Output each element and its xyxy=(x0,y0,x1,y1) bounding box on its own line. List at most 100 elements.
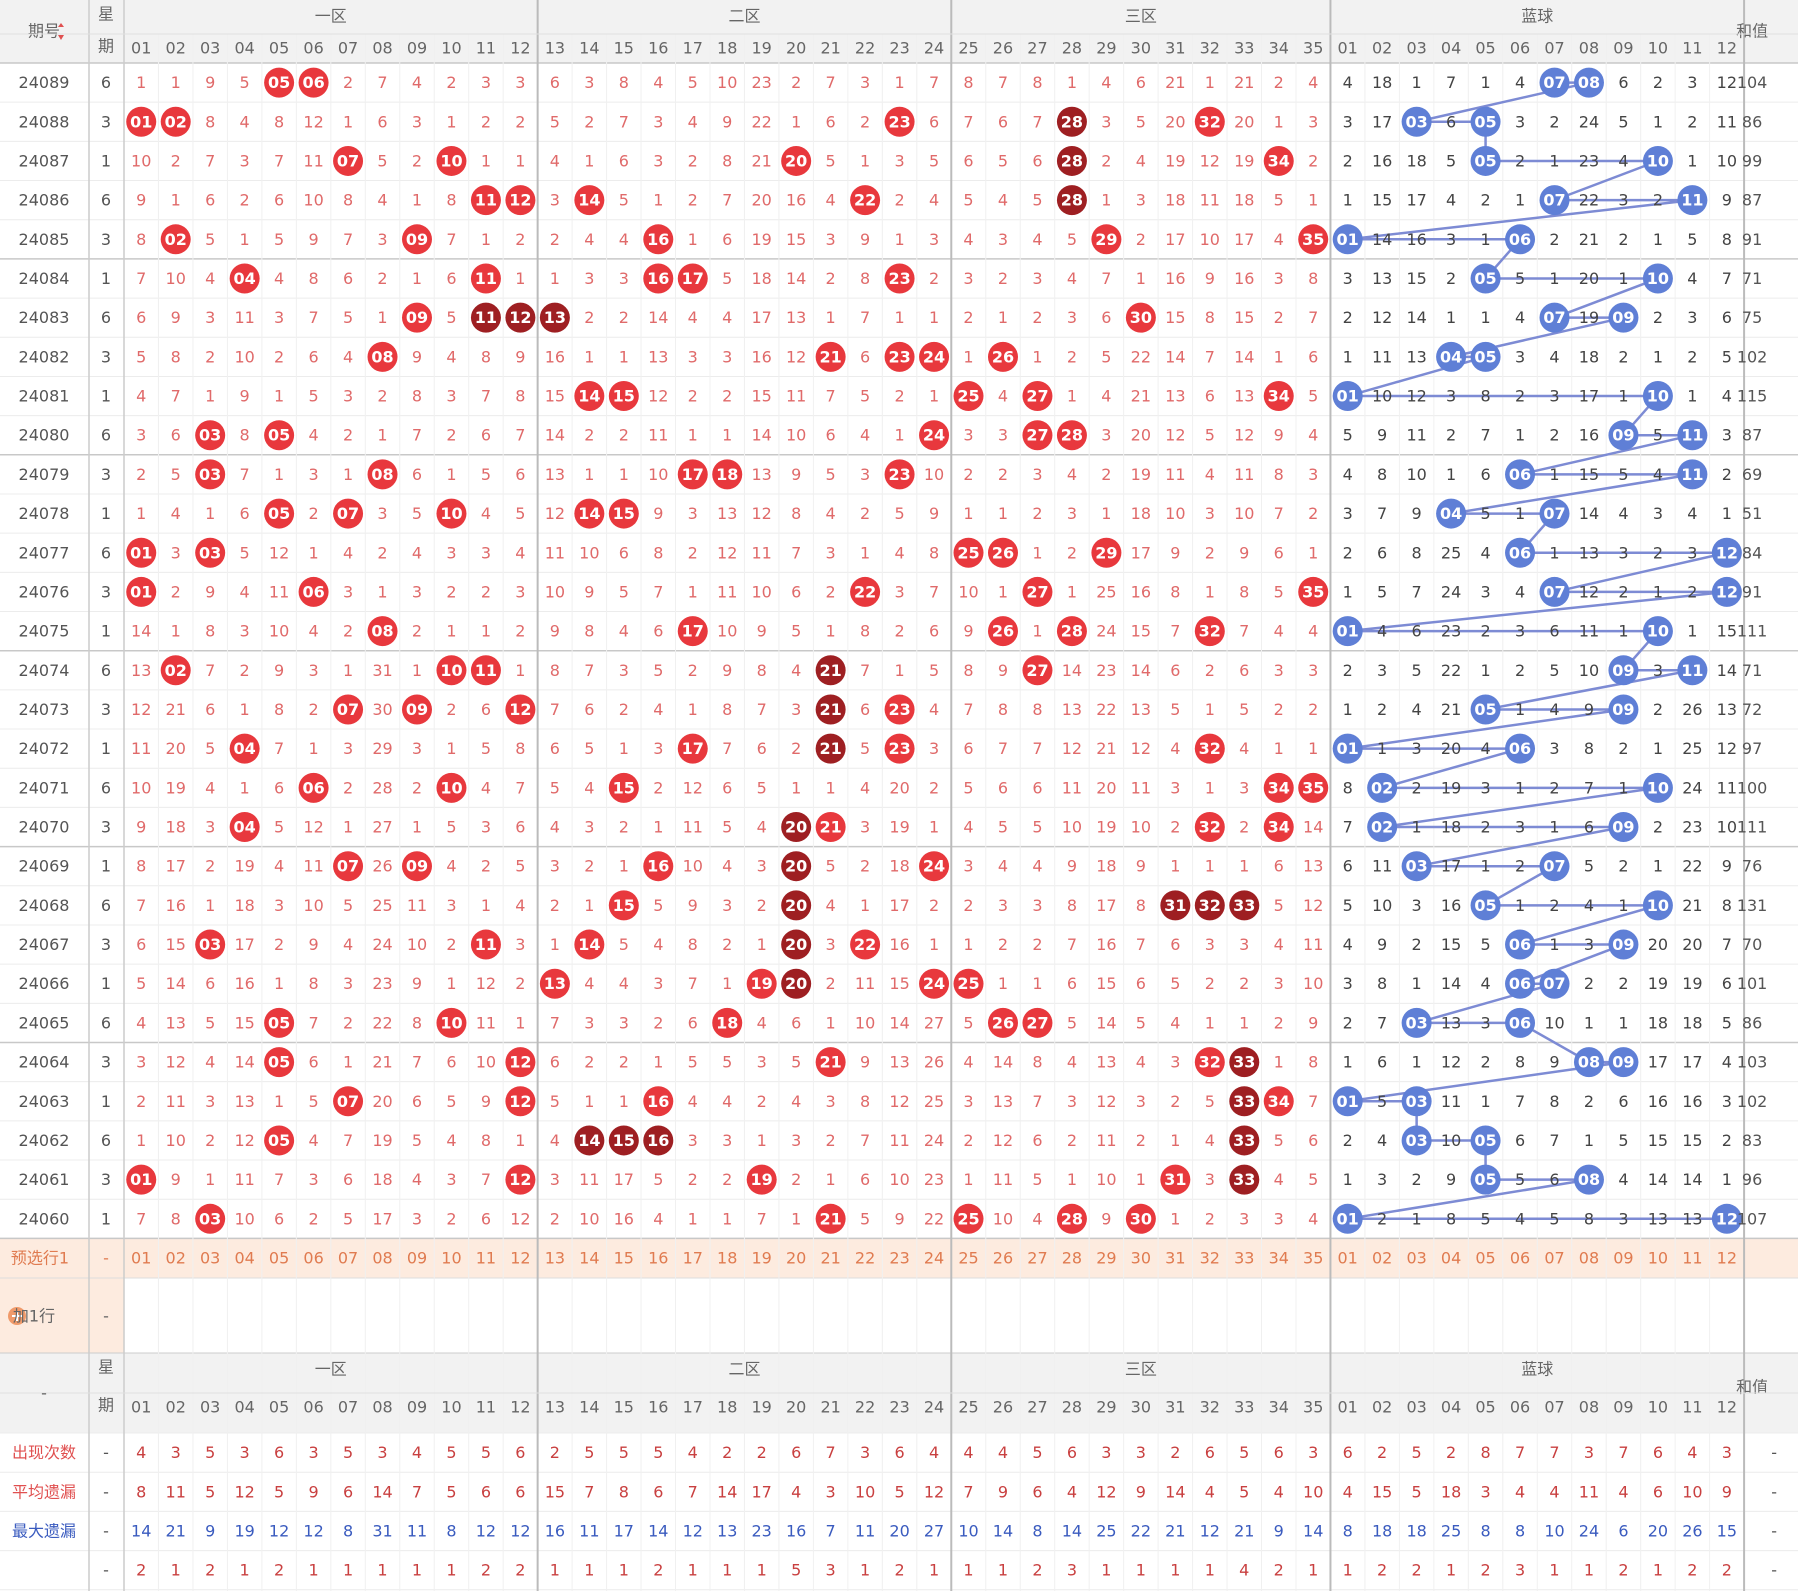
preselect-number[interactable]: 35 xyxy=(1303,1249,1323,1268)
red-ball xyxy=(781,929,812,960)
preselect-number[interactable]: 29 xyxy=(1096,1249,1116,1268)
red-miss: 1 xyxy=(481,151,491,170)
preselect-number[interactable]: 20 xyxy=(786,1249,806,1268)
stat-value: 20 xyxy=(889,1522,909,1541)
red-miss: 1 xyxy=(1239,1013,1249,1032)
red-ball-number: 04 xyxy=(234,739,256,758)
blue-miss: 2 xyxy=(1584,974,1594,993)
red-miss: 13 xyxy=(648,347,668,366)
preselect-number[interactable]: 14 xyxy=(579,1249,599,1268)
preselect-number[interactable]: 30 xyxy=(1131,1249,1151,1268)
red-miss: 2 xyxy=(481,112,491,131)
blue-miss: 12 xyxy=(1717,73,1737,92)
red-miss: 5 xyxy=(929,661,939,680)
red-miss: 19 xyxy=(889,818,909,837)
preselect-number[interactable]: 33 xyxy=(1234,1249,1254,1268)
sort-down[interactable] xyxy=(58,35,64,40)
preselect-number[interactable]: 26 xyxy=(993,1249,1013,1268)
red-miss: 7 xyxy=(412,426,422,445)
red-ball xyxy=(195,1203,226,1234)
preselect-number[interactable]: 06 xyxy=(303,1249,323,1268)
preselect-number[interactable]: 08 xyxy=(372,1249,392,1268)
red-miss: 1 xyxy=(826,1013,836,1032)
preselect-number[interactable]: 21 xyxy=(820,1249,840,1268)
week: 3 xyxy=(101,347,111,366)
preselect-number[interactable]: 12 xyxy=(510,1249,530,1268)
preselect-number[interactable]: 11 xyxy=(476,1249,496,1268)
preselect-number[interactable]: 05 xyxy=(269,1249,289,1268)
red-miss: 2 xyxy=(1274,308,1284,327)
preselect-number[interactable]: 04 xyxy=(1441,1249,1461,1268)
preselect-number[interactable]: 12 xyxy=(1717,1249,1737,1268)
preselect-number[interactable]: 03 xyxy=(200,1249,220,1268)
red-miss: 20 xyxy=(372,1092,392,1111)
preselect-number[interactable]: 15 xyxy=(614,1249,634,1268)
preselect-number[interactable]: 11 xyxy=(1682,1249,1702,1268)
preselect-number[interactable]: 27 xyxy=(1027,1249,1047,1268)
preselect-number[interactable]: 16 xyxy=(648,1249,668,1268)
red-ball-number: 23 xyxy=(888,465,910,484)
red-miss: 2 xyxy=(619,1053,629,1072)
preselect-number[interactable]: 06 xyxy=(1510,1249,1530,1268)
red-ball xyxy=(1229,1125,1260,1156)
red-miss: 6 xyxy=(274,1209,284,1228)
red-miss: 1 xyxy=(205,896,215,915)
red-miss: 2 xyxy=(722,387,732,406)
preselect-number[interactable]: 05 xyxy=(1475,1249,1495,1268)
blue-miss: 11 xyxy=(1717,778,1737,797)
red-miss: 1 xyxy=(722,1209,732,1228)
blue-miss: 4 xyxy=(1653,465,1663,484)
preselect-number[interactable]: 18 xyxy=(717,1249,737,1268)
preselect-number[interactable]: 19 xyxy=(752,1249,772,1268)
add-row-label[interactable]: 加1行 xyxy=(13,1307,55,1326)
sum: 69 xyxy=(1742,465,1762,484)
preselect-number[interactable]: 32 xyxy=(1200,1249,1220,1268)
preselect-number[interactable]: 07 xyxy=(1544,1249,1564,1268)
red-ball-number: 06 xyxy=(302,73,324,92)
blue-miss: 1 xyxy=(1480,230,1490,249)
preselect-number[interactable]: 02 xyxy=(166,1249,186,1268)
preselect-number[interactable]: 23 xyxy=(889,1249,909,1268)
preselect-number[interactable]: 25 xyxy=(958,1249,978,1268)
preselect-number[interactable]: 13 xyxy=(545,1249,565,1268)
preselect-number[interactable]: 09 xyxy=(407,1249,427,1268)
preselect-number[interactable]: 09 xyxy=(1613,1249,1633,1268)
red-ball xyxy=(608,498,639,529)
preselect-number[interactable]: 22 xyxy=(855,1249,875,1268)
preselect-number[interactable]: 28 xyxy=(1062,1249,1082,1268)
preselect-number[interactable]: 24 xyxy=(924,1249,944,1268)
red-miss: 6 xyxy=(343,269,353,288)
preselect-number[interactable]: 01 xyxy=(1338,1249,1358,1268)
preselect-number[interactable]: 17 xyxy=(683,1249,703,1268)
blue-ball-number: 03 xyxy=(1405,1092,1427,1111)
red-miss: 2 xyxy=(963,465,973,484)
red-miss: 2 xyxy=(446,582,456,601)
blue-ball xyxy=(1608,420,1639,451)
blue-miss: 4 xyxy=(1618,151,1628,170)
column-header: 06 xyxy=(1510,39,1530,58)
sort-up[interactable] xyxy=(58,23,64,27)
blue-miss: 5 xyxy=(1412,661,1422,680)
week: 1 xyxy=(101,1092,111,1111)
column-header: 32 xyxy=(1200,1398,1220,1417)
red-ball xyxy=(1056,106,1087,137)
week: 6 xyxy=(101,778,111,797)
red-ball-number: 05 xyxy=(268,73,290,92)
preselect-number[interactable]: 08 xyxy=(1579,1249,1599,1268)
blue-miss: 5 xyxy=(1618,465,1628,484)
preselect-number[interactable]: 04 xyxy=(234,1249,254,1268)
preselect-number[interactable]: 01 xyxy=(131,1249,151,1268)
preselect-number[interactable]: 02 xyxy=(1372,1249,1392,1268)
preselect-number[interactable]: 07 xyxy=(338,1249,358,1268)
blue-ball xyxy=(1539,185,1570,216)
blue-miss: 11 xyxy=(1406,426,1426,445)
week: 1 xyxy=(101,269,111,288)
stat-value: 3 xyxy=(1136,1443,1146,1462)
preselect-number[interactable]: 34 xyxy=(1269,1249,1289,1268)
preselect-number[interactable]: 10 xyxy=(441,1249,461,1268)
preselect-number[interactable]: 03 xyxy=(1406,1249,1426,1268)
red-miss: 6 xyxy=(136,935,146,954)
preselect-number[interactable]: 31 xyxy=(1165,1249,1185,1268)
preselect-number[interactable]: 10 xyxy=(1648,1249,1668,1268)
blue-miss: 3 xyxy=(1515,818,1525,837)
